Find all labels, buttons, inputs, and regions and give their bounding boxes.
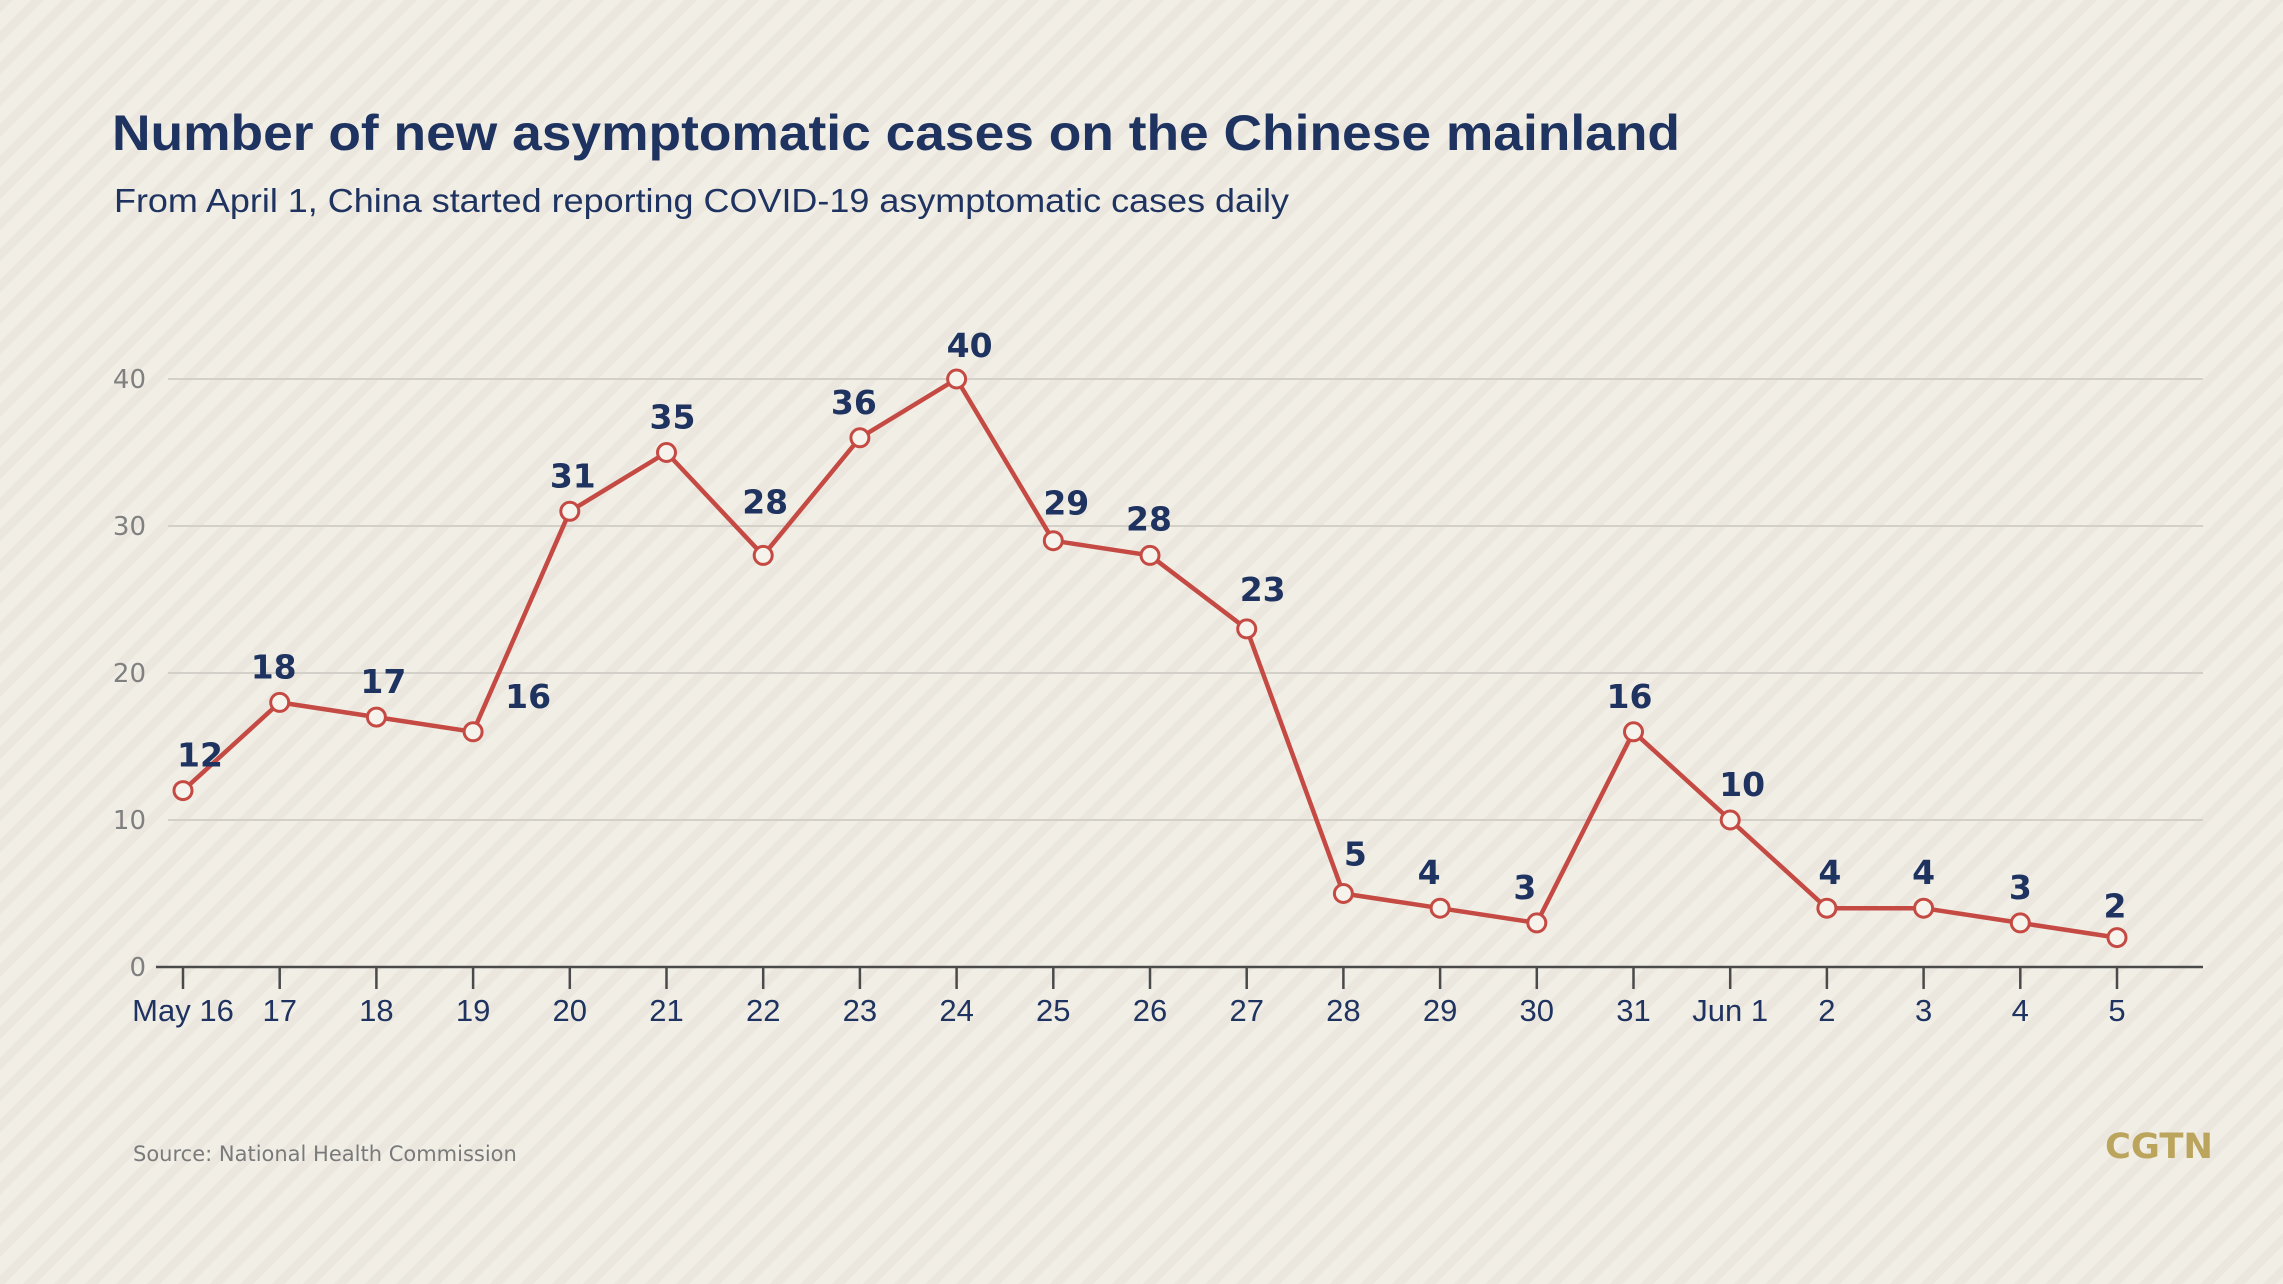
x-tick-label: 22 xyxy=(746,993,780,1028)
data-label: 5 xyxy=(1344,835,1367,874)
data-point[interactable] xyxy=(1719,809,1741,831)
x-tick-label: 30 xyxy=(1520,993,1554,1028)
data-label: 4 xyxy=(1818,853,1841,892)
gridlines xyxy=(168,378,2203,821)
data-point[interactable] xyxy=(269,691,291,713)
data-point[interactable] xyxy=(1236,618,1258,640)
x-tick-label: 2 xyxy=(1818,993,1835,1028)
data-point[interactable] xyxy=(1042,530,1064,552)
data-point[interactable] xyxy=(365,706,387,728)
data-label: 40 xyxy=(947,326,993,365)
y-tick-label: 20 xyxy=(113,659,146,689)
source-note: Source: National Health Commission xyxy=(133,1142,517,1166)
x-tick-label: 17 xyxy=(262,993,296,1028)
data-labels: 12 18 17 16 31 35 28 36 40 29 28 23 5 4 3 16 10 4 4 3 2 xyxy=(177,326,2126,926)
x-tick-label: Jun 1 xyxy=(1692,993,1768,1028)
x-axis: May 16 17 18 19 20 21 22 23 24 25 26 27 28 29 30 31 Jun … xyxy=(132,965,2203,1028)
data-label: 35 xyxy=(650,398,696,437)
data-label: 12 xyxy=(177,736,223,775)
data-label: 36 xyxy=(831,383,877,422)
x-tick-label: 25 xyxy=(1036,993,1070,1028)
x-tick-label: 18 xyxy=(359,993,393,1028)
data-label: 23 xyxy=(1240,570,1286,609)
data-point[interactable] xyxy=(1429,897,1451,919)
x-tick-label: 19 xyxy=(456,993,490,1028)
data-label: 18 xyxy=(251,647,297,686)
data-label: 28 xyxy=(1126,499,1172,538)
data-point[interactable] xyxy=(1332,883,1354,904)
data-point[interactable] xyxy=(172,780,194,802)
x-tick-label: 31 xyxy=(1616,993,1650,1028)
x-tick-label: 23 xyxy=(843,993,877,1028)
x-tick-label: May 16 xyxy=(132,993,234,1028)
data-point[interactable] xyxy=(559,500,581,522)
y-axis: 0 10 20 30 40 xyxy=(113,365,146,983)
chart-subtitle: From April 1, China started reporting CO… xyxy=(114,182,1290,219)
chart-title: Number of new asymptomatic cases on the … xyxy=(112,105,1680,161)
data-label: 28 xyxy=(742,482,788,521)
data-point[interactable] xyxy=(849,427,871,449)
data-label: 10 xyxy=(1719,765,1765,804)
data-point[interactable] xyxy=(462,721,484,743)
data-label: 31 xyxy=(550,456,596,495)
x-tick-label: 5 xyxy=(2108,993,2125,1028)
data-point[interactable] xyxy=(2106,927,2128,949)
data-label: 4 xyxy=(1418,853,1441,892)
x-tick-label: 29 xyxy=(1423,993,1457,1028)
x-tick-label: 27 xyxy=(1229,993,1263,1028)
y-tick-label: 40 xyxy=(113,365,146,395)
data-label: 2 xyxy=(2104,887,2127,926)
data-point[interactable] xyxy=(1816,897,1838,919)
data-point[interactable] xyxy=(656,442,677,463)
data-point[interactable] xyxy=(1913,897,1935,919)
x-tick-label: 21 xyxy=(649,993,683,1028)
data-label: 29 xyxy=(1043,484,1089,523)
data-label: 4 xyxy=(1912,853,1935,892)
y-tick-label: 30 xyxy=(113,512,146,542)
data-point[interactable] xyxy=(1623,721,1644,743)
x-tick-label: 20 xyxy=(553,993,587,1028)
data-label: 3 xyxy=(1513,868,1536,907)
data-point[interactable] xyxy=(752,544,774,566)
x-tick-label: 28 xyxy=(1326,993,1360,1028)
data-label: 16 xyxy=(1607,677,1653,716)
x-tick-label: 26 xyxy=(1133,993,1167,1028)
x-tick-label: 4 xyxy=(2012,993,2029,1028)
data-point[interactable] xyxy=(2009,912,2031,934)
x-tick-label: 24 xyxy=(939,993,973,1028)
data-label: 16 xyxy=(505,677,551,716)
data-label: 17 xyxy=(360,662,406,701)
y-tick-label: 10 xyxy=(113,806,146,836)
cgtn-logo: CGTN xyxy=(2105,1127,2213,1167)
y-tick-label: 0 xyxy=(129,953,146,983)
x-tick-label: 3 xyxy=(1915,993,1932,1028)
data-point[interactable] xyxy=(1526,912,1548,934)
data-point[interactable] xyxy=(946,368,968,390)
data-label: 3 xyxy=(2009,868,2032,907)
series-new-asymptomatic-cases xyxy=(172,368,2128,949)
data-point[interactable] xyxy=(1139,544,1161,566)
